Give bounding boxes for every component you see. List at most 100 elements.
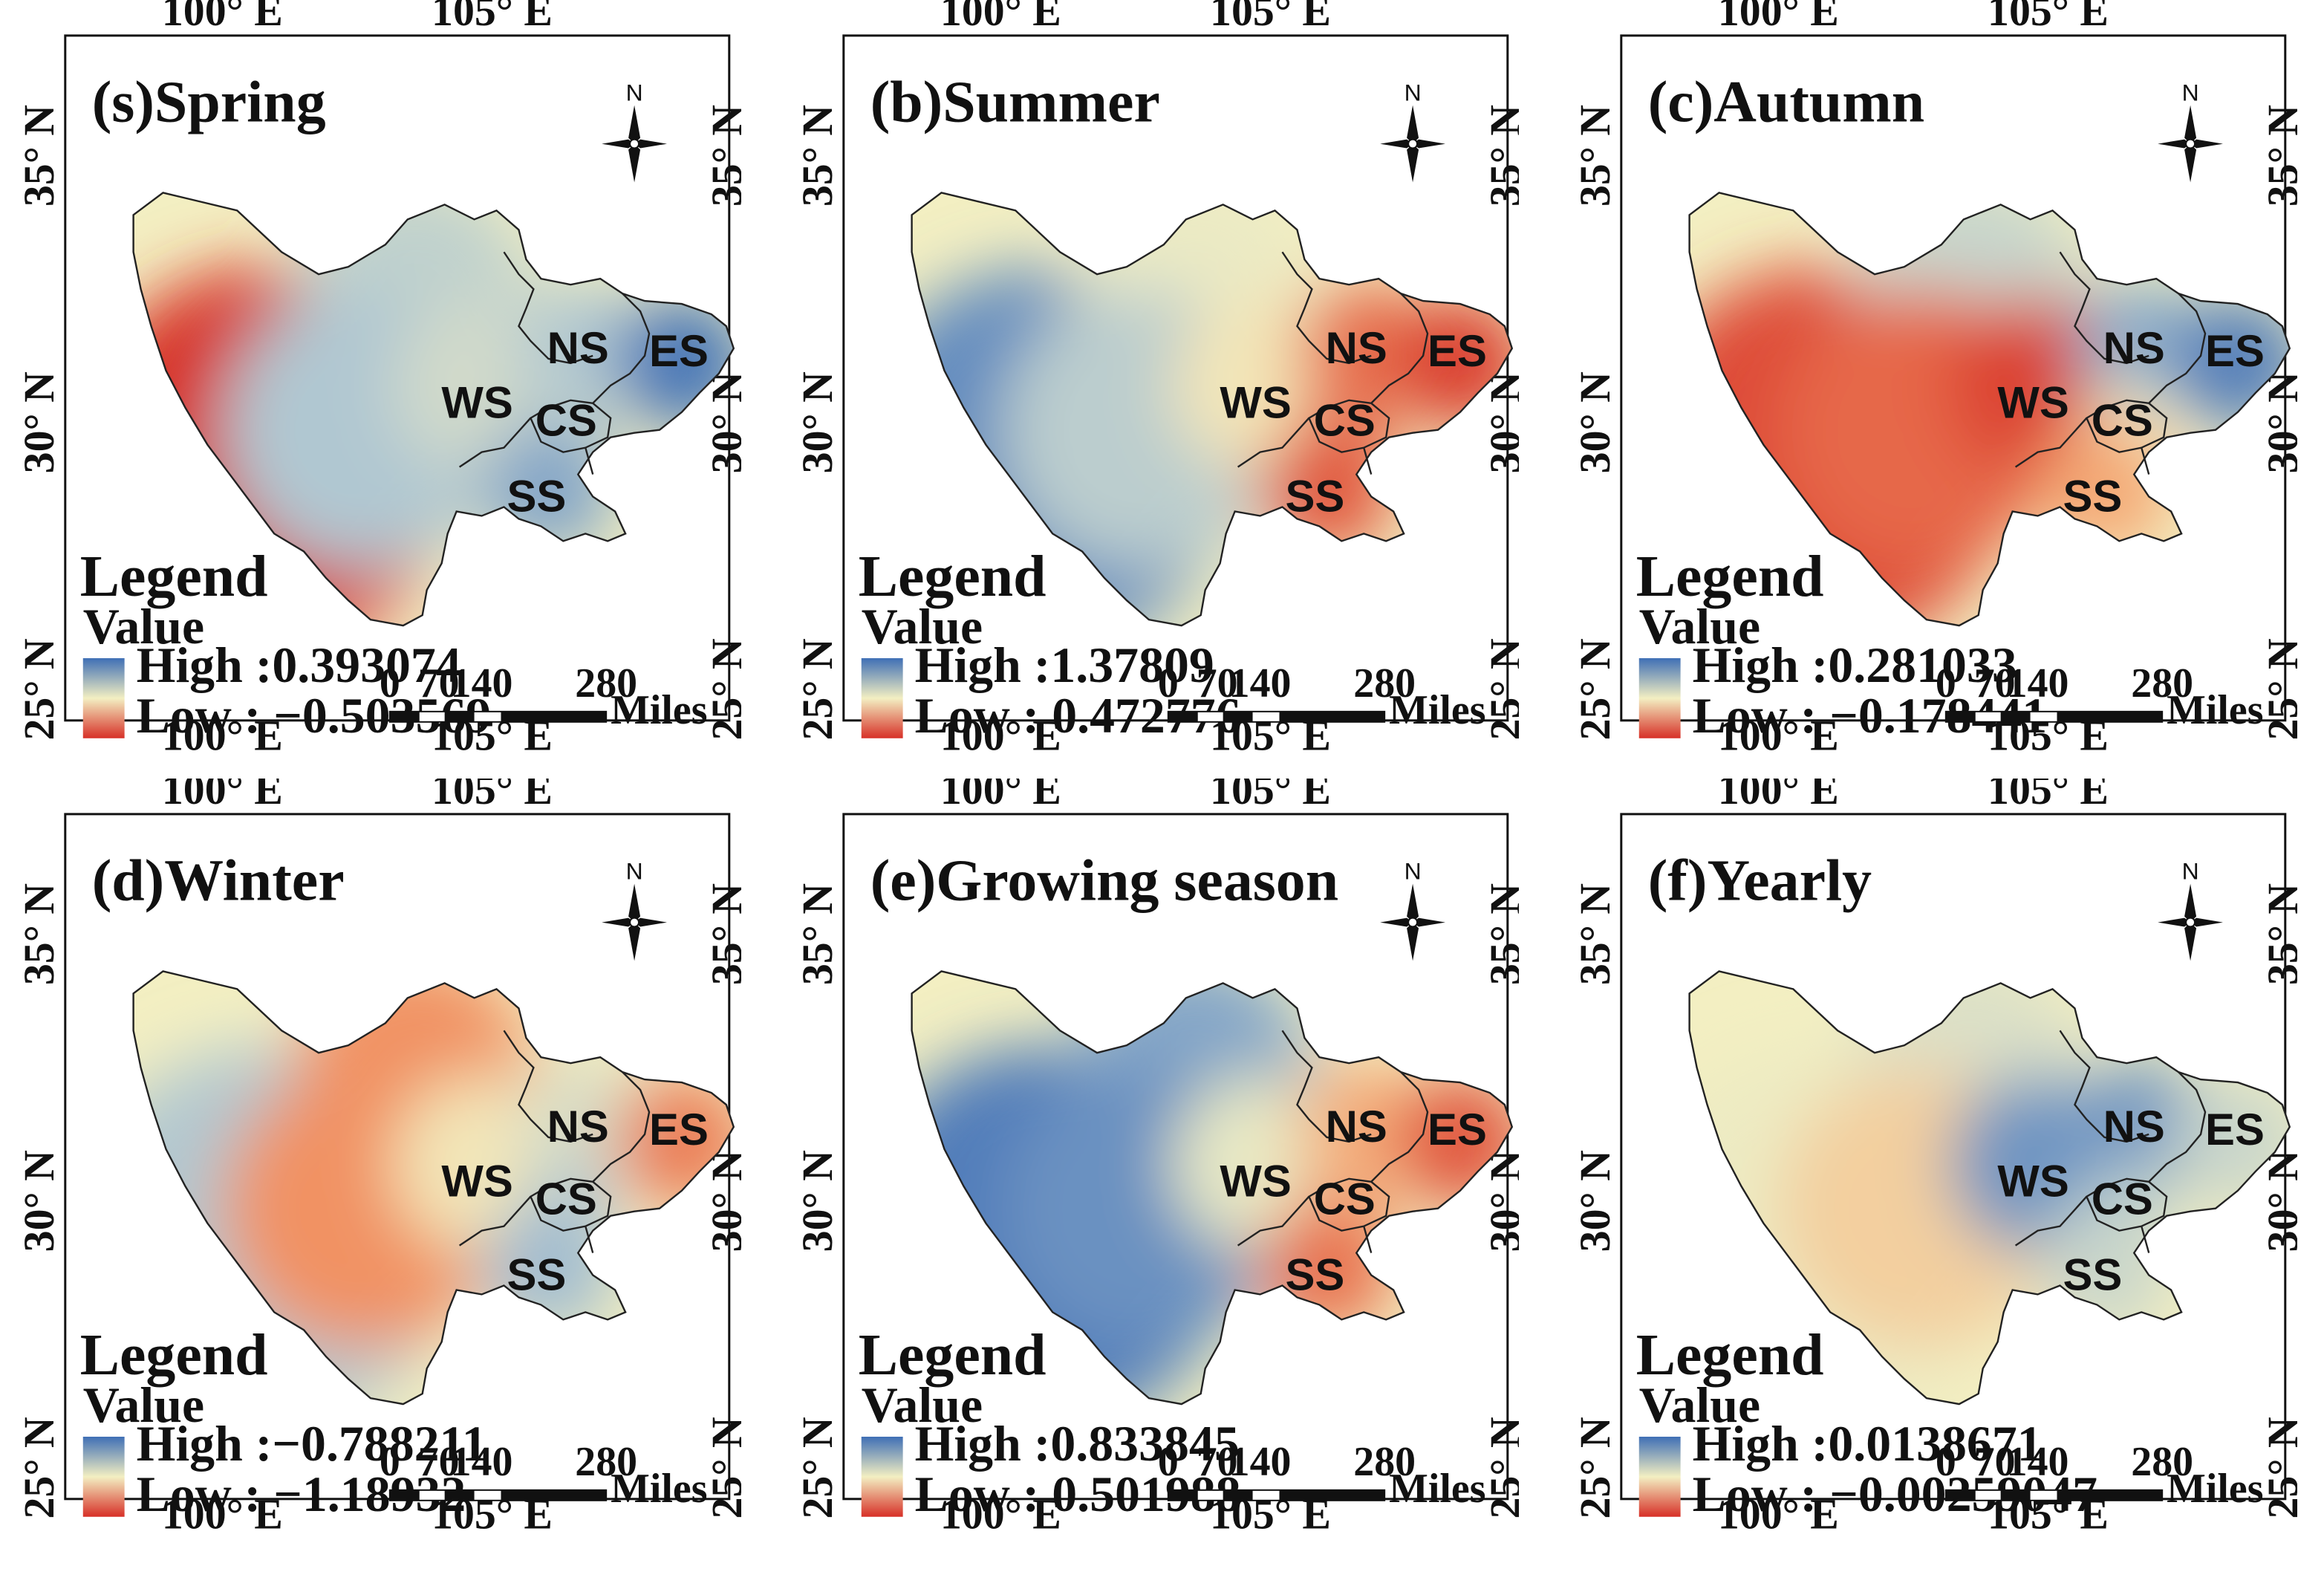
north-label: N: [626, 79, 643, 106]
region-label-es: ES: [2205, 326, 2265, 376]
scale-tick-label: 0: [380, 660, 400, 706]
panel-title: (c)Autumn: [1648, 70, 1924, 135]
region-label-es: ES: [1428, 1105, 1487, 1154]
subregion-border: [529, 1177, 612, 1232]
subregion-border: [2086, 1177, 2168, 1232]
legend-low: Low : −0.178441: [1693, 688, 2048, 744]
subregion-border: [2086, 399, 2168, 453]
region-label-es: ES: [2205, 1105, 2265, 1154]
subregion-border: [2059, 251, 2149, 365]
lat-label-right: 25° N: [1480, 638, 1519, 740]
north-label: N: [626, 857, 643, 884]
lat-label-left: 25° N: [792, 638, 841, 740]
lon-label-bottom: 100° E: [1718, 712, 1839, 760]
lat-label-right: 30° N: [2259, 1150, 2297, 1252]
north-arrow-icon: N: [602, 857, 667, 961]
region-label-ns: NS: [1325, 323, 1387, 373]
legend-heading: Legend: [1636, 544, 1824, 609]
lat-label-left: 25° N: [15, 1417, 63, 1518]
value-surface: [911, 192, 1512, 626]
region-label-ws: WS: [1998, 378, 2069, 428]
legend-heading: Legend: [858, 1322, 1046, 1388]
lat-label-left: 25° N: [15, 638, 63, 740]
region-label-ws: WS: [1998, 1156, 2069, 1206]
lon-label-top: 105° E: [1210, 0, 1331, 35]
north-label: N: [2182, 857, 2199, 884]
region-label-ss: SS: [2063, 471, 2123, 521]
legend-subheading: Value: [861, 1377, 982, 1433]
region-label-ss: SS: [1285, 471, 1344, 521]
lat-label-right: 25° N: [2259, 1417, 2297, 1518]
legend-color-ramp: [861, 658, 903, 738]
subregion-border: [1281, 1030, 1372, 1143]
scale-tick-label: 140: [1228, 1439, 1291, 1485]
subregion-border: [503, 251, 593, 365]
north-arrow-icon: N: [1379, 857, 1445, 961]
scale-tick-label: 140: [2007, 660, 2069, 706]
lat-label-left: 25° N: [1571, 1417, 1619, 1518]
scale-tick-label: 280: [575, 1439, 637, 1485]
legend-high: High :0.833845: [914, 1416, 1239, 1472]
scale-tick-label: 280: [575, 660, 637, 706]
lat-label-right: 35° N: [1480, 883, 1519, 984]
region-label-cs: CS: [536, 1174, 597, 1224]
legend-high: High :0.281033: [1693, 637, 2017, 693]
subregion-border: [1362, 447, 1373, 475]
legend-low: Low : −0.503569: [137, 688, 492, 744]
province-outline: [132, 969, 735, 1406]
legend-subheading: Value: [1639, 1377, 1760, 1433]
lat-label-right: 35° N: [703, 883, 741, 984]
lon-label-top: 105° E: [432, 779, 553, 813]
lat-label-left: 30° N: [15, 371, 63, 473]
legend-color-ramp: [861, 1436, 903, 1517]
scale-unit: Miles: [2167, 1465, 2263, 1511]
scale-tick-label: 0: [1158, 660, 1179, 706]
panel-title: (d)Winter: [92, 848, 345, 913]
subregion-border: [2141, 447, 2150, 475]
scale-tick-label: 0: [1158, 1439, 1179, 1485]
region-label-ws: WS: [441, 1156, 512, 1206]
region-label-cs: CS: [1313, 396, 1375, 446]
lon-label-bottom: 100° E: [940, 1489, 1061, 1538]
subregion-border: [1307, 1177, 1390, 1232]
lon-label-top: 105° E: [432, 0, 553, 35]
subregion-border: [585, 1225, 594, 1253]
region-label-ws: WS: [441, 378, 512, 428]
scale-tick-label: 70: [1974, 660, 2016, 706]
lat-label-left: 25° N: [1571, 638, 1619, 740]
lon-label-top: 100° E: [162, 0, 283, 35]
lat-label-right: 35° N: [2259, 105, 2297, 207]
region-label-ws: WS: [1220, 378, 1291, 428]
legend-subheading: Value: [1639, 599, 1760, 654]
lon-label-top: 100° E: [1718, 779, 1839, 813]
lat-label-right: 25° N: [1480, 1417, 1519, 1518]
lon-label-top: 100° E: [940, 779, 1061, 813]
legend-subheading: Value: [83, 1377, 204, 1433]
scale-tick-label: 140: [1228, 660, 1291, 706]
subregion-border: [1370, 1070, 1428, 1183]
lat-label-right: 30° N: [1480, 1150, 1519, 1252]
value-surface: [911, 971, 1512, 1404]
scale-tick-label: 280: [2132, 1439, 2194, 1485]
lon-label-top: 100° E: [940, 0, 1061, 35]
legend-heading: Legend: [858, 544, 1046, 609]
lat-label-right: 35° N: [1480, 105, 1519, 207]
scale-tick-label: 70: [1196, 1439, 1237, 1485]
scale-tick-label: 140: [2007, 1439, 2069, 1485]
region-label-ss: SS: [507, 471, 566, 521]
subregion-border: [458, 1195, 532, 1247]
north-label: N: [2182, 79, 2199, 106]
north-label: N: [1404, 79, 1421, 106]
legend-subheading: Value: [83, 599, 204, 654]
legend-high: High :0.0138671: [1693, 1416, 2043, 1472]
lon-label-top: 105° E: [1210, 779, 1331, 813]
region-label-ns: NS: [547, 323, 609, 373]
subregion-border: [2148, 1070, 2207, 1183]
lon-label-bottom: 100° E: [940, 712, 1061, 760]
scale-tick-label: 280: [1353, 1439, 1416, 1485]
